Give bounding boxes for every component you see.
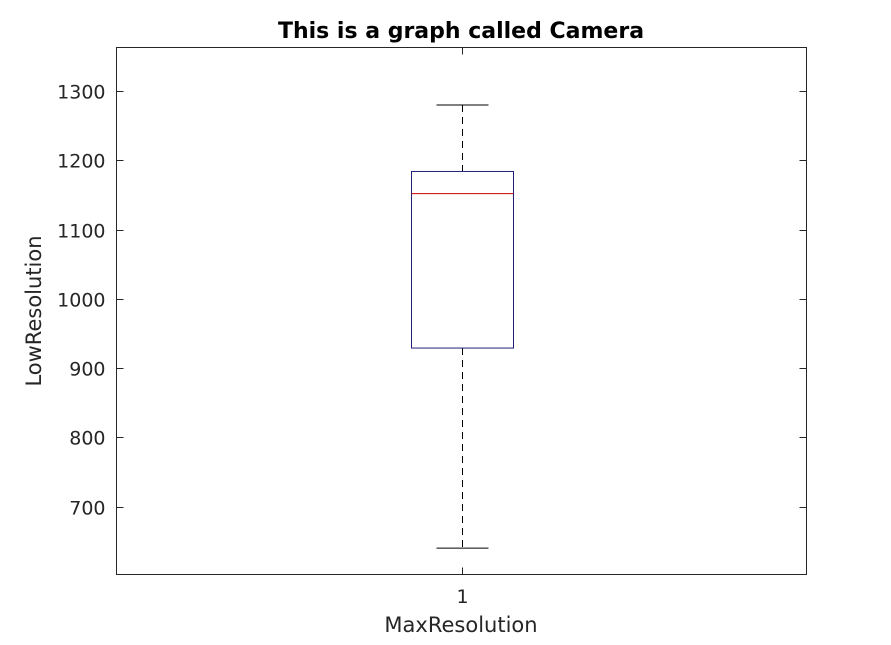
x-axis-label: MaxResolution: [384, 613, 537, 637]
y-axis-label: LowResolution: [22, 235, 46, 386]
x-tick-label: 1: [456, 586, 468, 608]
y-tick-label: 1000: [57, 290, 105, 312]
y-tick-label: 900: [69, 359, 105, 381]
y-tick-label: 700: [69, 498, 105, 520]
y-tick-label: 1300: [57, 82, 105, 104]
box-plot: [411, 104, 514, 549]
chart-title: This is a graph called Camera: [278, 19, 644, 44]
x-axis: 1: [456, 47, 469, 608]
box: [411, 170, 514, 349]
y-tick-label: 1200: [57, 151, 105, 173]
plot-area: [116, 47, 807, 575]
y-tick-label: 800: [69, 428, 105, 450]
y-axis: 700 800 900 1000 1100 1200 1300: [57, 82, 807, 520]
y-tick-label: 1100: [57, 221, 105, 243]
